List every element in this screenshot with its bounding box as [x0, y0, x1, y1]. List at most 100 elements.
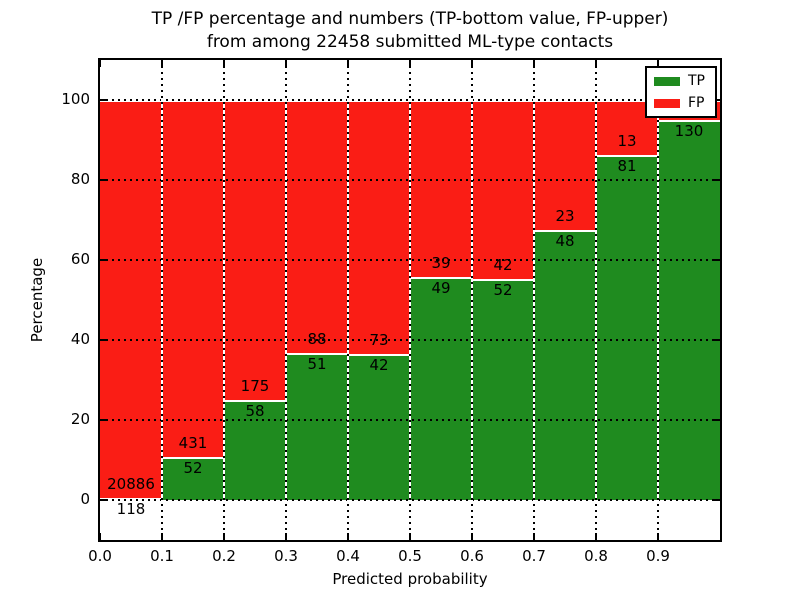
- tp-count-label: 81: [617, 157, 637, 176]
- tp-bar-segment: [100, 497, 162, 500]
- y-tick-mark: [100, 99, 107, 101]
- fp-count-label: 73: [369, 330, 389, 349]
- fp-bar-segment: [100, 100, 162, 498]
- x-tick-mark: [471, 533, 473, 540]
- y-tick-label: 100: [61, 90, 90, 108]
- tp-bar-segment: [596, 155, 658, 500]
- x-tick-label: 0.3: [274, 547, 298, 565]
- x-tick-label: 0.7: [522, 547, 546, 565]
- x-tick-mark: [409, 533, 411, 540]
- fp-bar-segment: [348, 100, 410, 354]
- fp-count-label: 39: [431, 254, 451, 273]
- tp-count-label: 42: [369, 355, 389, 374]
- x-tick-label: 0.1: [150, 547, 174, 565]
- x-tick-label: 0.0: [88, 547, 112, 565]
- tp-count-label: 52: [183, 458, 203, 477]
- fp-bar-segment: [472, 100, 534, 279]
- tp-bar-segment: [348, 353, 410, 500]
- fp-count-label: 175: [240, 377, 270, 396]
- y-tick-mark: [100, 499, 107, 501]
- x-tick-mark: [99, 533, 101, 540]
- tp-bar-segment: [658, 120, 720, 500]
- x-gridline: [471, 60, 473, 540]
- x-gridline: [595, 60, 597, 540]
- x-tick-mark: [533, 533, 535, 540]
- tp-count-label: 130: [674, 122, 704, 141]
- plot-area: 20886 118 431 52 175 58 88 51 73 42 39 49 42 52 23 48 13…: [98, 58, 722, 542]
- x-tick-mark-top: [657, 60, 659, 67]
- fp-count-label: 42: [493, 255, 513, 274]
- x-tick-mark: [223, 533, 225, 540]
- y-tick-mark: [100, 419, 107, 421]
- fp-bar-segment: [162, 100, 224, 457]
- fp-count-label: 431: [178, 433, 208, 452]
- x-tick-mark-top: [347, 60, 349, 67]
- tp-count-label: 118: [116, 499, 146, 518]
- tp-count-label: 48: [555, 231, 575, 250]
- y-tick-mark-right: [713, 179, 720, 181]
- x-tick-mark: [285, 533, 287, 540]
- tp-bar-segment: [162, 456, 224, 500]
- x-tick-mark: [657, 533, 659, 540]
- y-tick-label: 40: [70, 330, 90, 348]
- x-tick-mark-top: [595, 60, 597, 67]
- x-tick-mark-top: [471, 60, 473, 67]
- y-tick-mark-right: [713, 339, 720, 341]
- tp-count-label: 49: [431, 279, 451, 298]
- tp-bar-segment: [286, 353, 348, 500]
- fp-bar-segment: [224, 100, 286, 401]
- tp-bar-segment: [410, 277, 472, 500]
- y-tick-label: 0: [80, 490, 90, 508]
- legend: TP FP: [645, 66, 717, 118]
- x-tick-label: 0.4: [336, 547, 360, 565]
- x-tick-mark-top: [223, 60, 225, 67]
- x-tick-mark-top: [409, 60, 411, 67]
- legend-label-tp: TP: [688, 73, 705, 89]
- chart-title-line1: TP /FP percentage and numbers (TP-bottom…: [151, 9, 669, 29]
- fp-legend-swatch-icon: [654, 98, 680, 108]
- y-tick-label: 80: [70, 170, 90, 188]
- y-tick-mark-right: [713, 499, 720, 501]
- x-tick-label: 0.8: [584, 547, 608, 565]
- x-tick-label: 0.5: [398, 547, 422, 565]
- y-tick-label: 60: [70, 250, 90, 268]
- y-tick-mark: [100, 259, 107, 261]
- x-tick-mark-top: [285, 60, 287, 67]
- y-tick-label: 20: [70, 410, 90, 428]
- tp-bar-segment: [224, 400, 286, 500]
- x-gridline: [223, 60, 225, 540]
- tp-bar-segment: [534, 229, 596, 500]
- legend-item-tp: TP: [654, 74, 708, 88]
- x-gridline: [657, 60, 659, 540]
- tp-legend-swatch-icon: [654, 76, 680, 86]
- x-tick-mark: [161, 533, 163, 540]
- x-tick-label: 0.9: [646, 547, 670, 565]
- fp-count-label: 13: [617, 132, 637, 151]
- y-tick-mark: [100, 339, 107, 341]
- x-tick-mark: [347, 533, 349, 540]
- x-tick-mark-top: [99, 60, 101, 67]
- x-gridline: [347, 60, 349, 540]
- x-axis-label: Predicted probability: [332, 570, 488, 588]
- x-gridline: [285, 60, 287, 540]
- x-tick-mark-top: [161, 60, 163, 67]
- legend-item-fp: FP: [654, 96, 708, 110]
- x-gridline: [533, 60, 535, 540]
- chart-title-line2: from among 22458 submitted ML-type conta…: [206, 32, 614, 52]
- tp-count-label: 51: [307, 355, 327, 374]
- x-tick-label: 0.6: [460, 547, 484, 565]
- x-tick-mark-top: [533, 60, 535, 67]
- x-tick-label: 0.2: [212, 547, 236, 565]
- tp-bar-segment: [472, 278, 534, 500]
- fp-bar-segment: [410, 100, 472, 278]
- fp-bar-segment: [286, 100, 348, 354]
- x-gridline: [409, 60, 411, 540]
- y-tick-mark-right: [713, 259, 720, 261]
- legend-label-fp: FP: [688, 95, 705, 111]
- tp-count-label: 52: [493, 280, 513, 299]
- y-tick-mark-right: [713, 419, 720, 421]
- y-tick-mark: [100, 179, 107, 181]
- fp-count-label: 23: [555, 206, 575, 225]
- fp-count-label: 20886: [107, 474, 155, 493]
